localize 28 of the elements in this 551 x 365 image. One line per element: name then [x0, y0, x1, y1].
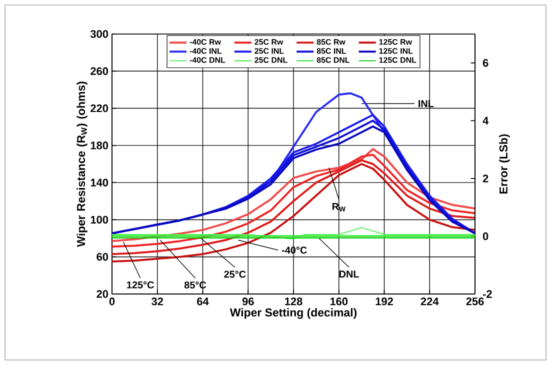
y-axis-title: Wiper Resistance (R$_{W}$) (ohms) — [76, 82, 88, 247]
y-tick-label: 220 — [90, 104, 108, 112]
y-tick-label: 180 — [90, 142, 108, 150]
y2-tick-label: 0 — [482, 232, 488, 240]
y-tick-label: 60 — [96, 252, 108, 261]
x-tick-label: 96 — [242, 298, 254, 306]
x-tick-label: 128 — [285, 298, 302, 306]
x-tick-label: 192 — [376, 298, 393, 306]
y-tick-label: 300 — [90, 30, 108, 38]
x-axis-title: Wiper Setting (decimal) — [230, 308, 357, 319]
x-tick-label: 0 — [109, 298, 115, 306]
annotation: 25°C — [224, 270, 246, 278]
y2-axis-title: Error (LSb) — [499, 134, 510, 194]
y-tick-label: 140 — [90, 178, 108, 186]
x-tick-label: 224 — [420, 298, 439, 306]
y2-tick-label: 2 — [482, 174, 488, 182]
x-tick-label: 32 — [152, 298, 164, 306]
y2-tick-label: -2 — [482, 290, 492, 298]
y-tick-label: 260 — [90, 67, 108, 76]
x-tick-label: 64 — [197, 298, 209, 306]
y-tick-label: 20 — [96, 290, 108, 298]
annotation: DNL — [339, 270, 359, 278]
x-tick-label: 160 — [330, 298, 348, 306]
x-tick-label: 256 — [466, 298, 484, 306]
y2-tick-label: 6 — [482, 59, 488, 67]
y2-tick-label: 4 — [482, 116, 489, 124]
annotation: 125°C — [127, 281, 154, 288]
y-tick-label: 100 — [90, 216, 108, 224]
